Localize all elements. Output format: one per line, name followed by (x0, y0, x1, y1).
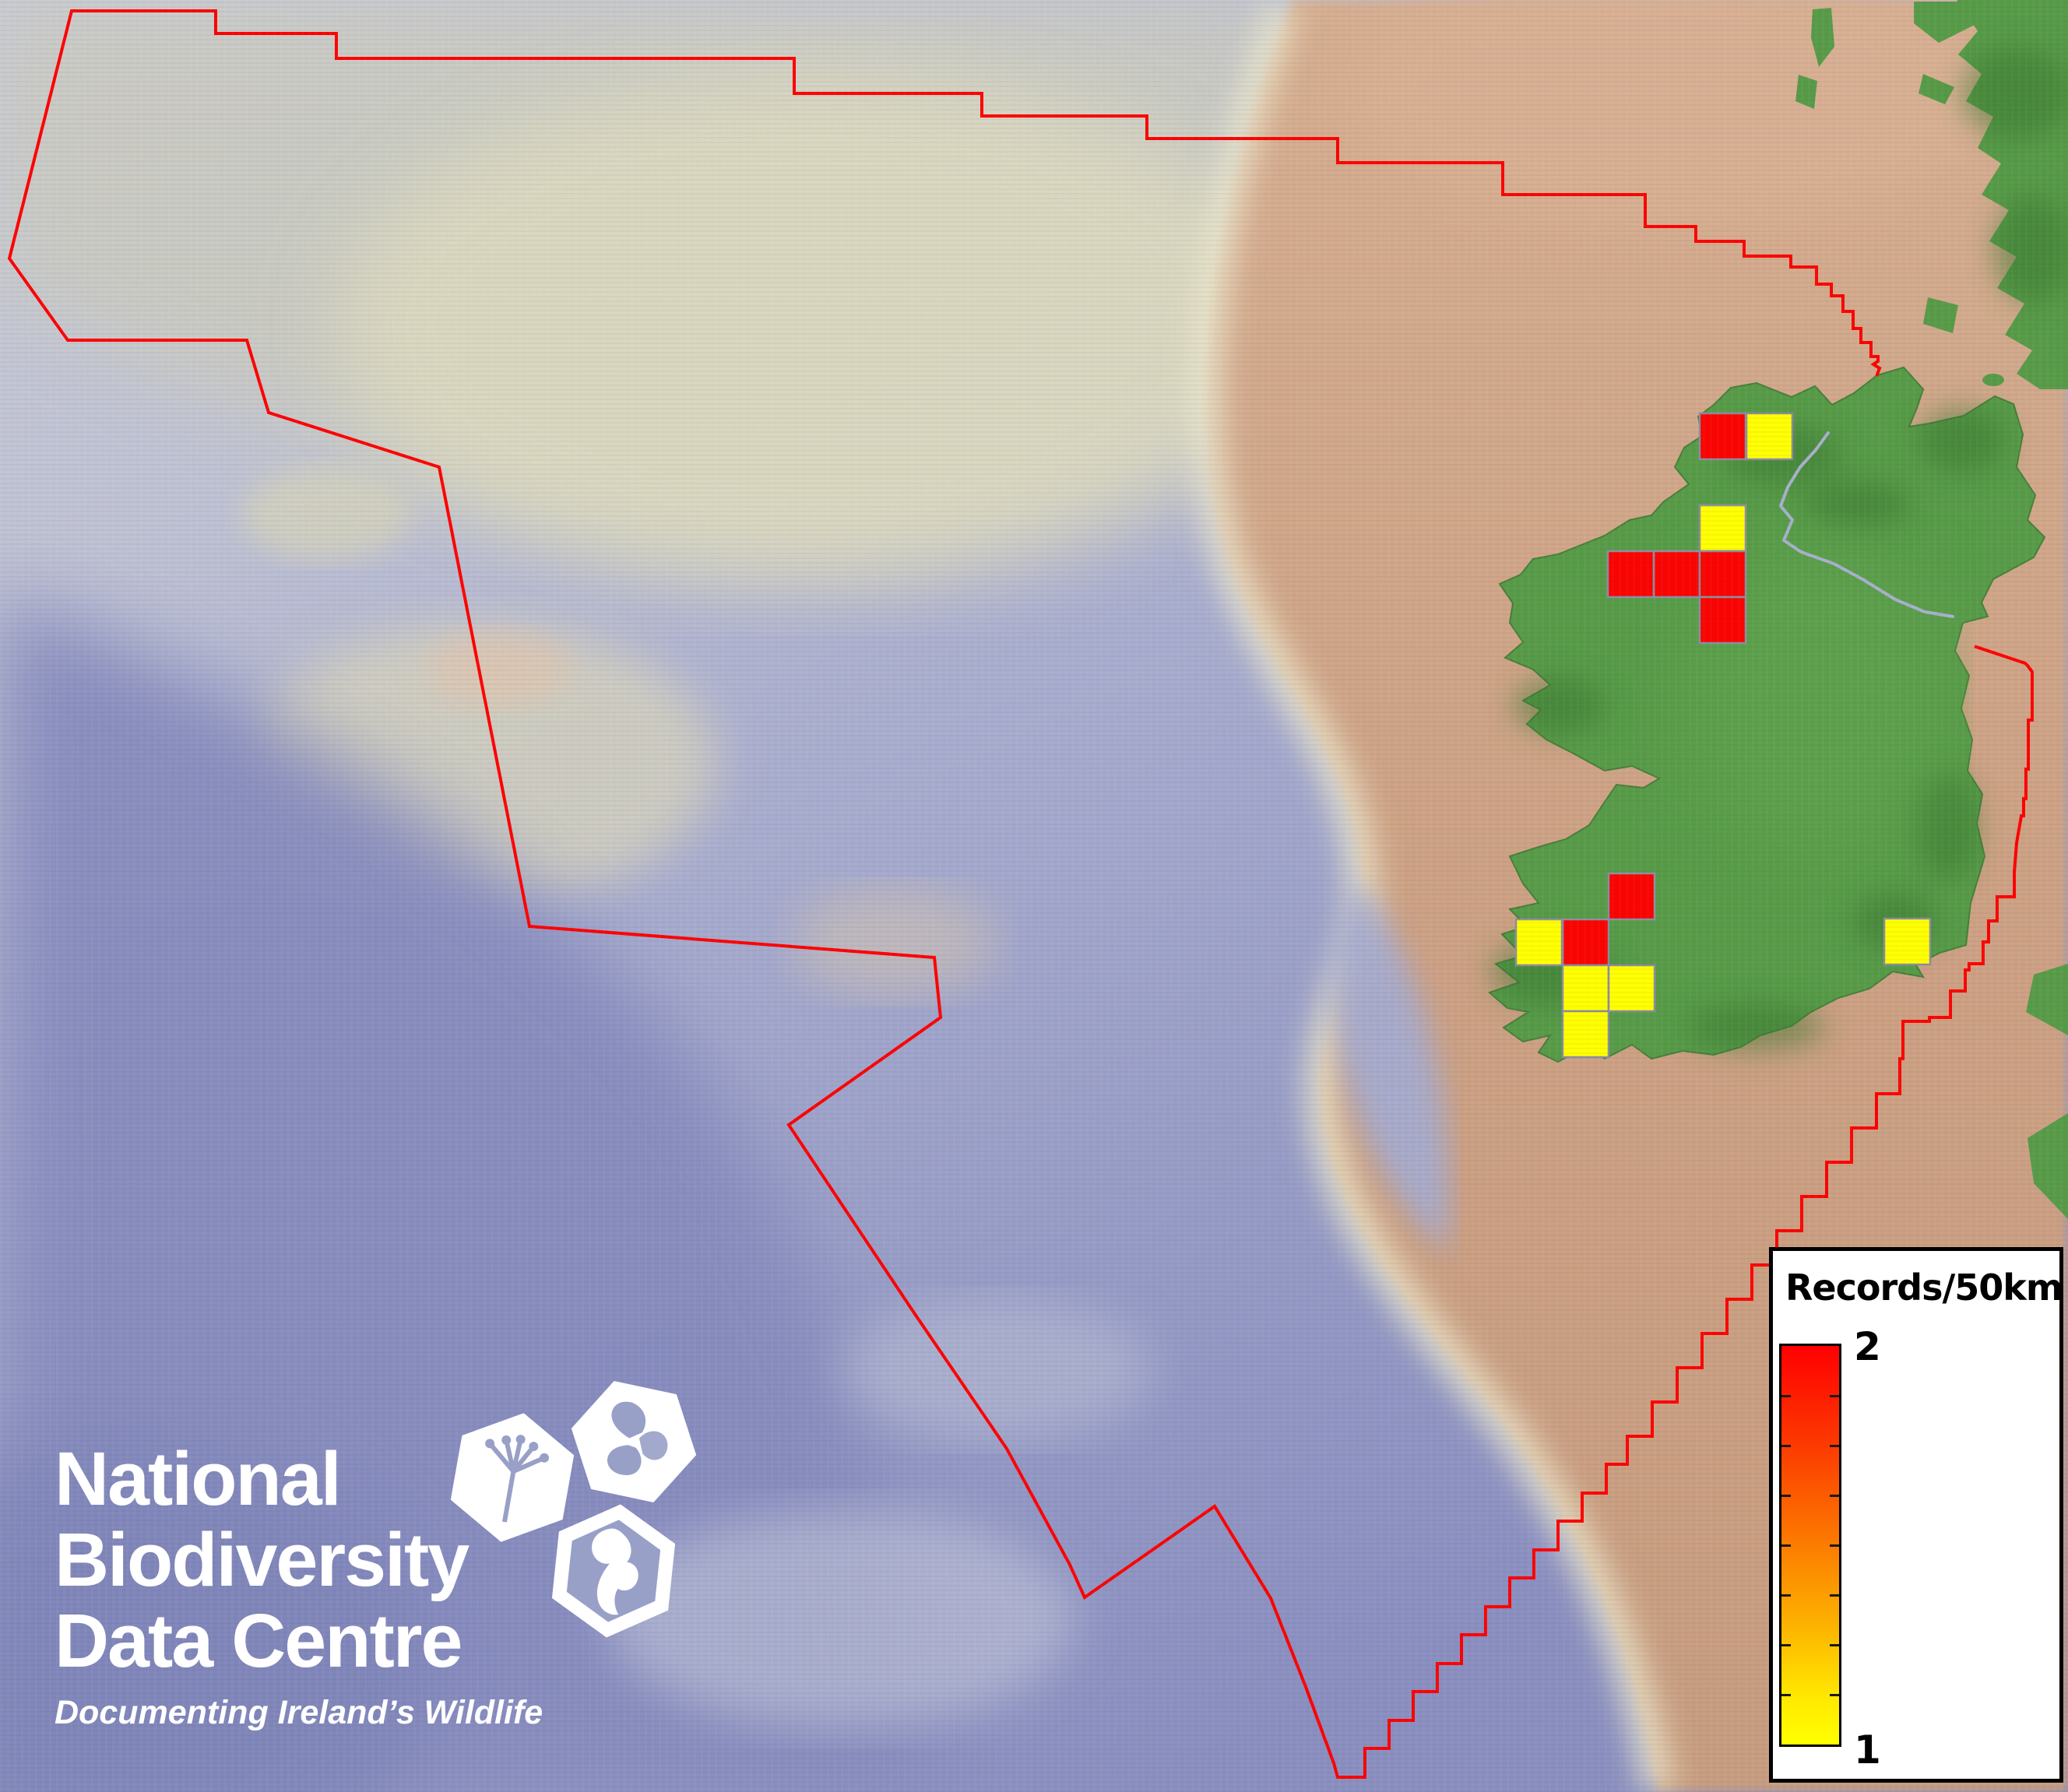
sprig-hexagon (450, 1413, 575, 1542)
record-cell (1745, 412, 1794, 461)
legend-tick (1830, 1644, 1839, 1646)
wales-coast-2 (2028, 1113, 2068, 1219)
record-cell (1883, 917, 1932, 966)
legend-panel: Records/50km 2 1 (1769, 1247, 2063, 1783)
scotland-island-islay (1923, 297, 1958, 333)
record-cell (1698, 412, 1747, 461)
shelf-pink-north (1347, 0, 2001, 226)
seahorse-hexagon (551, 1504, 676, 1638)
legend-max-label: 2 (1854, 1324, 1881, 1369)
record-cell (1606, 550, 1655, 599)
logo-line-2: Biodiversity (55, 1517, 470, 1602)
legend-tick (1830, 1495, 1839, 1497)
legend-min-label: 1 (1854, 1727, 1881, 1773)
wales-coast-1 (2026, 964, 2068, 1035)
legend-tick (1781, 1395, 1791, 1397)
legend-tick (1781, 1544, 1791, 1547)
logo-tagline: Documenting Ireland’s Wildlife (55, 1694, 543, 1731)
legend-tick (1781, 1694, 1791, 1696)
legend-gradient-bar (1779, 1344, 1841, 1747)
seamount-spot-3 (241, 467, 413, 560)
record-cell (1698, 504, 1747, 553)
seamount-spot-1 (428, 631, 568, 708)
record-cell (1514, 918, 1563, 967)
record-cell (1561, 964, 1610, 1013)
records-grid (1514, 412, 1932, 1059)
legend-tick (1781, 1594, 1791, 1597)
sprig-buds (485, 1435, 550, 1463)
butterfly-icon (607, 1401, 668, 1475)
ocean-plateau-cream (335, 70, 1300, 584)
island-north-2 (1795, 75, 1817, 109)
island-north-1 (1811, 8, 1834, 67)
record-cell (1607, 872, 1656, 921)
logo-line-3: Data Centre (55, 1598, 462, 1683)
legend-tick (1830, 1395, 1839, 1397)
legend-tick (1830, 1694, 1839, 1696)
scotland-island-small (1919, 74, 1954, 104)
sprig-icon (487, 1439, 546, 1523)
record-cell (1698, 596, 1747, 645)
record-cell (1698, 550, 1747, 599)
record-cell (1607, 964, 1656, 1013)
rathlin-island (1982, 374, 2004, 386)
designated-area-boundary (7, 9, 2034, 1779)
legend-tick (1781, 1445, 1791, 1447)
seamount-spot-2 (794, 887, 997, 996)
logo-hexagons (450, 1381, 697, 1638)
record-cell (1652, 550, 1701, 599)
canyon-fan-2 (841, 1300, 1152, 1440)
legend-title: Records/50km (1785, 1267, 2063, 1309)
logo-line-1: National (55, 1436, 342, 1521)
deep-basin-corner (0, 1440, 428, 1792)
legend-tick (1781, 1495, 1791, 1497)
butterfly-hexagon (571, 1381, 697, 1502)
legend-tick (1830, 1445, 1839, 1447)
record-cell (1561, 918, 1610, 967)
scotland-island-jura (1914, 2, 1978, 43)
legend-tick (1830, 1594, 1839, 1597)
canyon-fan-1 (607, 1510, 1074, 1728)
seahorse-icon (592, 1528, 638, 1615)
legend-tick (1830, 1544, 1839, 1547)
legend-tick (1781, 1644, 1791, 1646)
porcupine-seabight (1331, 884, 1449, 1253)
nbdc-logo: National Biodiversity Data Centre Docume… (55, 1439, 543, 1732)
record-cell (1561, 1010, 1610, 1059)
northern-ireland-border (1779, 431, 1954, 618)
central-lowlands-highlight (1682, 545, 1947, 856)
